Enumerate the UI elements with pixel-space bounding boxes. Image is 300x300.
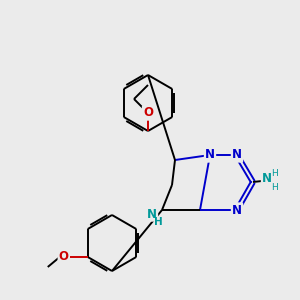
Text: N: N — [262, 172, 272, 185]
Text: N: N — [232, 203, 242, 217]
Text: N: N — [232, 148, 242, 161]
Text: H: H — [272, 182, 278, 191]
Text: N: N — [147, 208, 157, 220]
Text: H: H — [272, 169, 278, 178]
Text: H: H — [154, 217, 162, 227]
Text: O: O — [59, 250, 69, 263]
Text: N: N — [205, 148, 215, 161]
Text: O: O — [143, 106, 153, 119]
